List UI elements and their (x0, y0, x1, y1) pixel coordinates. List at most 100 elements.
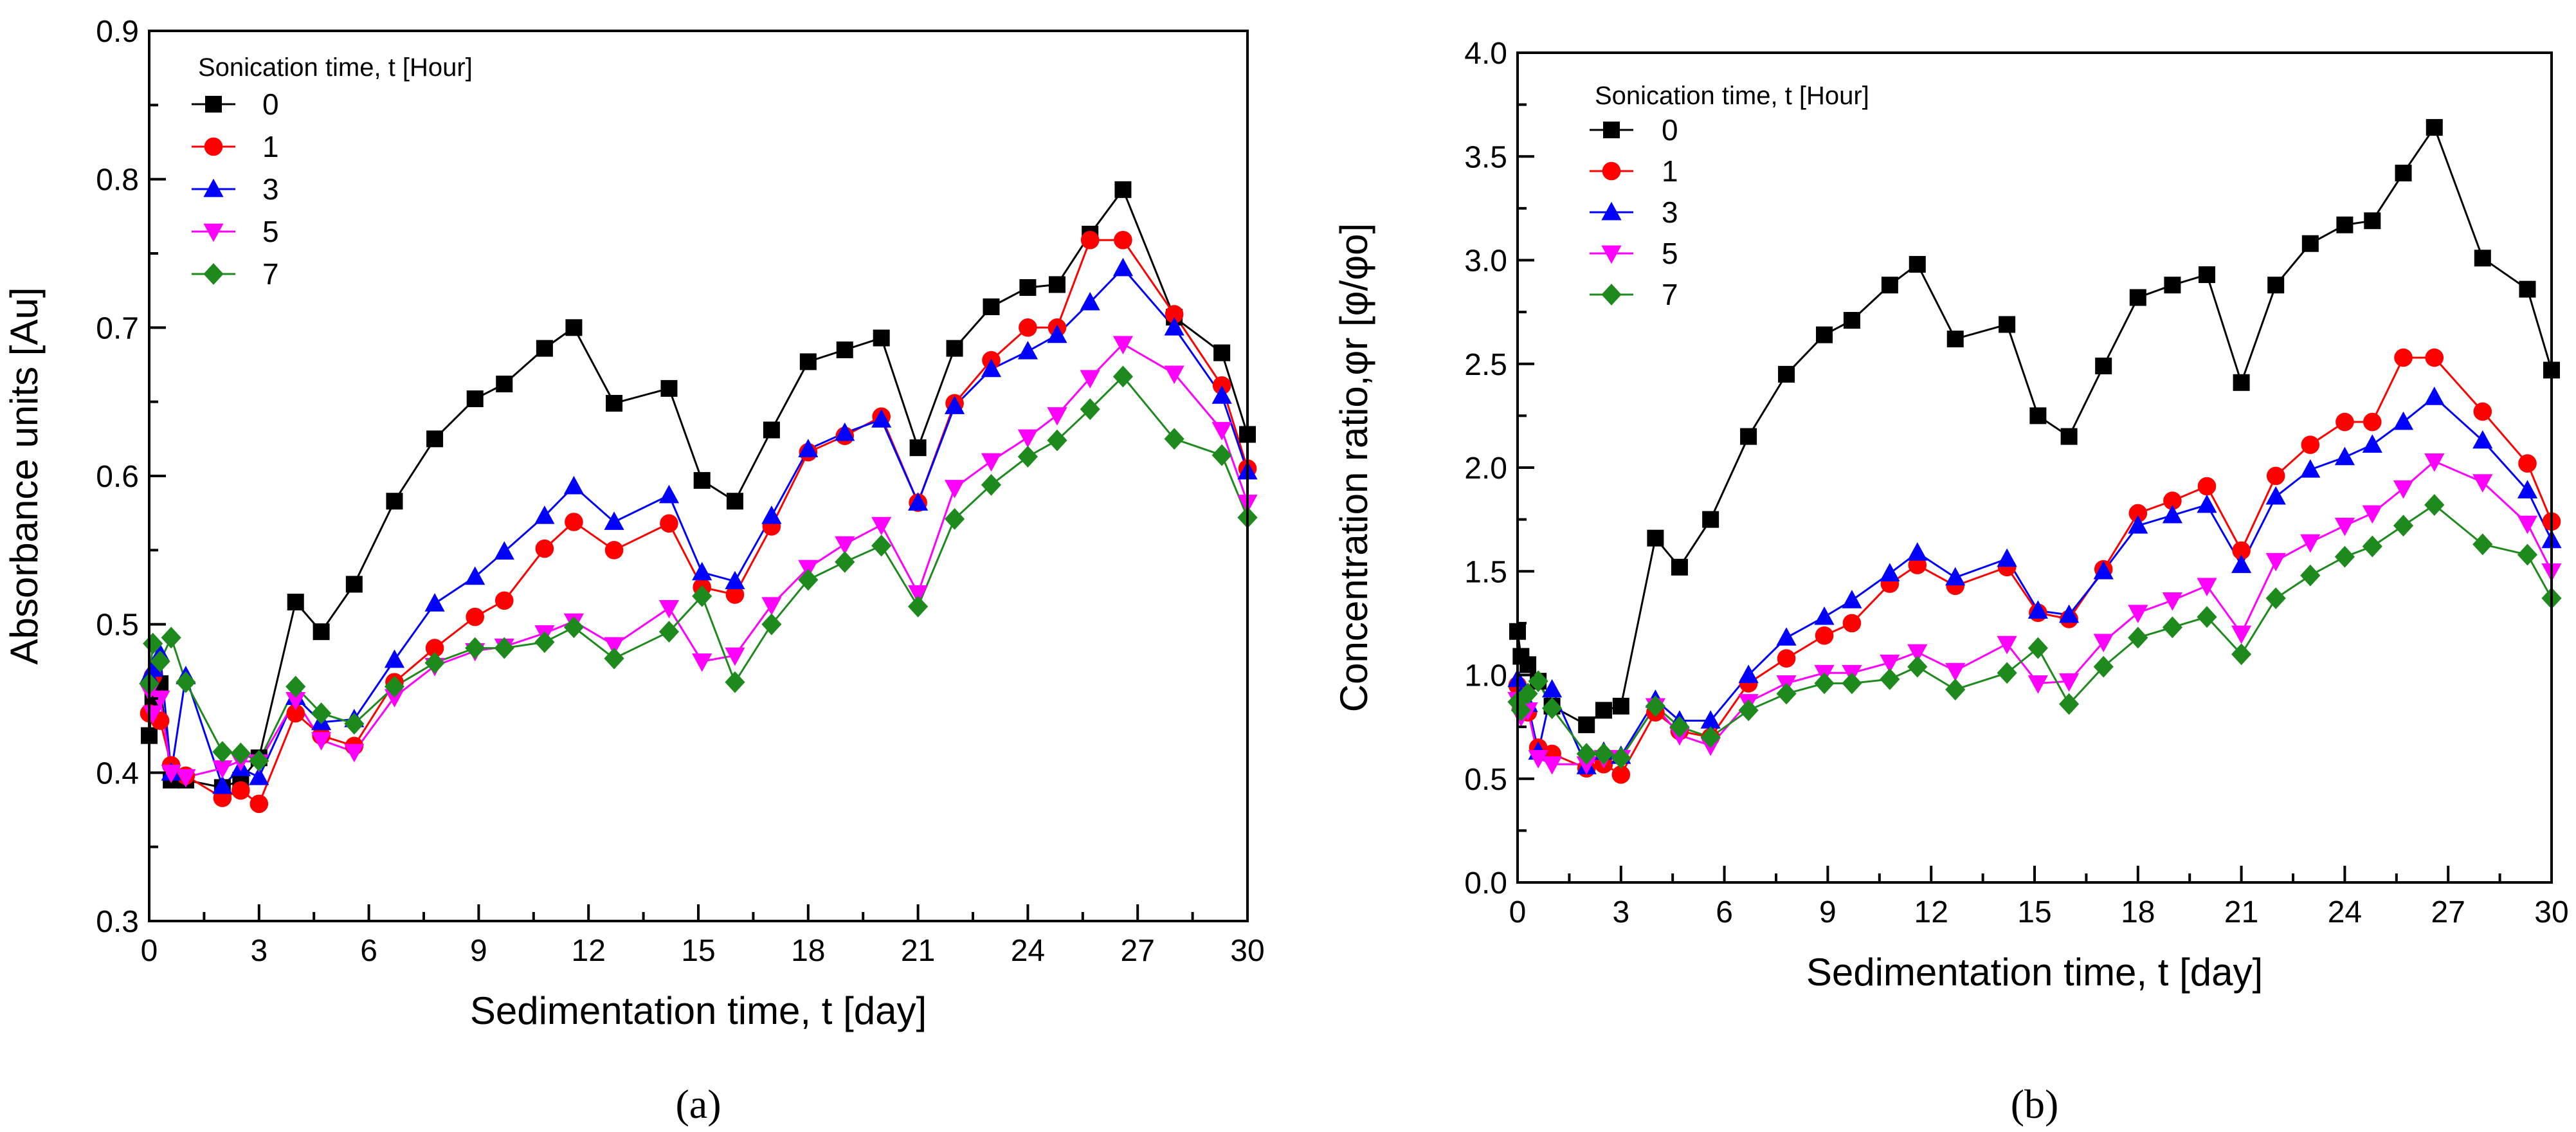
data-point-5-2 (150, 690, 170, 709)
data-point-5-24 (871, 516, 892, 536)
y-tick-label: 0.6 (96, 460, 139, 494)
data-point-0-28 (1019, 279, 1037, 297)
x-tick-label: 3 (250, 934, 268, 968)
data-point-3-25 (2231, 554, 2252, 573)
legend-marker-7 (203, 263, 224, 285)
data-point-7-30 (2393, 515, 2414, 537)
data-point-0-30 (2395, 165, 2412, 182)
data-point-1-7 (249, 794, 269, 814)
data-point-0-31 (2426, 119, 2443, 136)
data-point-3-14 (494, 541, 514, 560)
data-point-5-26 (2265, 552, 2286, 572)
data-point-0-26 (946, 340, 963, 357)
x-tick-label: 0 (141, 934, 158, 968)
data-point-3-23 (2162, 504, 2182, 524)
data-point-5-18 (1997, 635, 2017, 655)
data-point-7-7 (1611, 747, 1631, 769)
data-point-5-27 (981, 453, 1002, 472)
data-point-1-12 (425, 639, 444, 657)
data-point-3-17 (604, 511, 624, 530)
data-point-7-13 (1814, 672, 1835, 695)
data-point-1-32 (1165, 305, 1184, 324)
data-point-3-12 (424, 593, 445, 612)
data-point-5-32 (1164, 365, 1184, 385)
data-point-7-12 (424, 652, 445, 674)
data-point-0-21 (2095, 357, 2112, 374)
y-tick-label: 4.0 (1464, 37, 1507, 71)
data-point-3-21 (761, 506, 782, 524)
data-point-7-9 (1669, 716, 1690, 738)
legend-marker-5 (1601, 245, 1622, 264)
data-point-1-30 (1080, 230, 1100, 250)
data-point-5-1 (143, 705, 163, 724)
data-point-7-20 (725, 671, 745, 693)
legend-label-0: 0 (1662, 113, 1678, 147)
data-point-3-20 (725, 571, 745, 590)
data-point-0-13 (466, 390, 484, 408)
data-point-0-19 (2029, 407, 2047, 424)
data-point-0-13 (1816, 326, 1833, 343)
legend-label-0: 0 (262, 87, 279, 121)
data-point-7-26 (2265, 587, 2286, 610)
data-point-7-12 (1776, 682, 1797, 705)
data-point-7-32 (2472, 533, 2493, 556)
data-point-0-14 (1843, 312, 1860, 329)
data-point-0-10 (345, 576, 363, 593)
x-tick-label: 12 (1914, 895, 1948, 929)
data-point-7-17 (1945, 679, 1966, 700)
data-point-7-8 (1645, 695, 1665, 717)
x-tick-label: 21 (901, 934, 935, 968)
series-line-1 (148, 239, 1249, 806)
chart-panel-b: 0 3 6 9 12 15 18 21 24 27 300.00.51.01.52.02.53.03… (1332, 37, 2569, 1127)
data-point-1-28 (2336, 412, 2354, 432)
data-point-5-17 (1945, 662, 1966, 682)
data-point-3-12 (1776, 627, 1797, 646)
data-point-3-16 (1907, 542, 1928, 561)
data-point-0-18 (1999, 316, 2016, 333)
data-point-3-24 (871, 409, 892, 428)
data-point-7-26 (944, 507, 965, 530)
data-point-5-27 (2300, 534, 2321, 553)
x-tick-label: 0 (1509, 895, 1527, 929)
data-point-0-28 (2336, 216, 2354, 233)
data-point-3-32 (2472, 430, 2493, 449)
x-tick-label: 9 (1819, 895, 1837, 929)
data-point-7-17 (604, 647, 624, 670)
legend-label-3: 3 (1662, 196, 1678, 229)
data-point-3-22 (2128, 515, 2148, 534)
data-point-1-33 (2518, 454, 2537, 473)
data-point-7-16 (563, 616, 585, 639)
x-tick-label: 24 (1011, 934, 1045, 968)
data-point-7-32 (1164, 428, 1184, 450)
data-point-5-23 (2162, 592, 2182, 611)
data-point-7-14 (1842, 672, 1862, 695)
data-point-5-31 (2424, 453, 2445, 472)
data-point-7-7 (249, 749, 269, 772)
y-axis-title: Concentration ratio,φr [φ/φo] (1332, 223, 1375, 712)
data-point-7-23 (2162, 616, 2182, 639)
data-point-7-27 (981, 473, 1002, 496)
data-point-7-19 (692, 585, 712, 607)
data-point-5-32 (2472, 474, 2493, 493)
data-point-7-11 (384, 675, 405, 698)
data-point-0-27 (983, 298, 1000, 316)
x-tick-label: 24 (2328, 895, 2362, 929)
y-tick-label: 2.5 (1464, 348, 1507, 382)
data-point-7-10 (344, 713, 365, 735)
data-point-3-11 (1738, 664, 1759, 683)
x-tick-label: 6 (360, 934, 377, 968)
data-point-0-21 (763, 421, 780, 439)
data-point-3-24 (2197, 494, 2217, 513)
data-point-0-2 (1519, 656, 1537, 673)
chart-panel-a: 0 3 6 9 12 15 18 21 24 27 300.30.40.50.60.70.80.9S… (3, 15, 1265, 1127)
y-tick-label: 3.5 (1464, 140, 1507, 174)
data-point-1-17 (604, 541, 624, 560)
data-point-7-30 (1080, 398, 1100, 421)
y-tick-label: 1.5 (1464, 555, 1507, 589)
legend-label-7: 7 (1662, 278, 1678, 311)
data-point-3-15 (534, 506, 555, 524)
data-point-7-31 (2424, 494, 2445, 516)
data-point-5-8 (286, 691, 306, 711)
data-point-5-9 (311, 732, 332, 751)
data-point-3-7 (249, 767, 269, 785)
